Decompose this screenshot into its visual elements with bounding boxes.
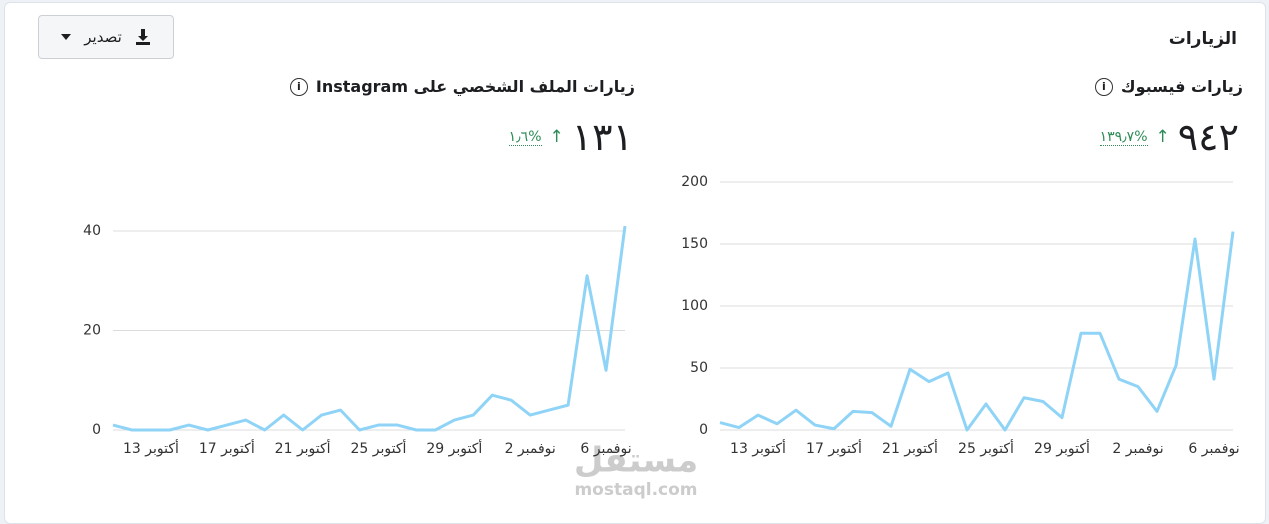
x-tick-label: 13 أكتوبر [730,439,786,457]
x-tick-label: 29 أكتوبر [426,439,482,457]
x-tick-label: 6 نوفمبر [1188,441,1239,457]
x-tick-label: 13 أكتوبر [123,439,179,457]
total: ١٣١ [571,115,633,159]
y-tick-label: 0 [92,422,101,438]
download-icon [135,29,150,45]
data-line [719,231,1235,432]
total: ٩٤٢ [1177,115,1239,159]
x-tick-label: 6 نوفمبر [580,441,631,457]
x-tick-label: 17 أكتوبر [806,439,862,457]
chart-title: زيارات الملف الشخصي على Instagram [315,77,635,96]
y-tick-label: 40 [83,223,101,239]
chart-title: زيارات فيسبوك [1120,77,1243,96]
x-tick-label: 21 أكتوبر [882,439,938,457]
x-tick-label: 25 أكتوبر [351,439,407,457]
y-tick-label: 200 [681,174,708,190]
watermark: مستقل [574,441,698,481]
card: الزيارات تصدير زيارات فيسبوك i زيارات الم… [4,2,1266,524]
y-tick-label: 0 [699,422,708,438]
x-tick-label: 29 أكتوبر [1034,439,1090,457]
change: %١٫٦ [508,128,542,146]
y-tick-label: 150 [681,236,708,252]
y-tick-label: 100 [681,298,708,314]
x-tick-label: 2 نوفمبر [505,441,556,457]
stat: ١٣١ ↑ %١٫٦ [508,115,633,159]
stat: ٩٤٢ ↑ %١٣٩٫٧ [1099,115,1239,159]
x-tick-label: 2 نوفمبر [1112,441,1163,457]
x-tick-label: 21 أكتوبر [275,439,331,457]
x-tick-label: 17 أكتوبر [199,439,255,457]
card-title: الزيارات [1168,29,1237,49]
x-tick-label: 25 أكتوبر [958,439,1014,457]
caret-icon [61,34,72,40]
change: %١٣٩٫٧ [1099,128,1148,146]
y-tick-label: 20 [83,323,101,339]
y-tick-label: 50 [690,360,708,376]
up-arrow: ↑ [549,127,564,147]
info-icon[interactable]: i [289,77,308,96]
info-icon[interactable]: i [1094,77,1113,96]
export-label: تصدير [84,28,122,46]
chart-title-row: زيارات فيسبوك i [1094,77,1243,96]
watermark: mostaql.com [574,480,697,500]
up-arrow: ↑ [1155,127,1170,147]
data-line [112,225,627,432]
chart-title-row: زيارات الملف الشخصي على Instagram i [289,77,635,96]
export-button[interactable]: تصدير [38,15,174,59]
